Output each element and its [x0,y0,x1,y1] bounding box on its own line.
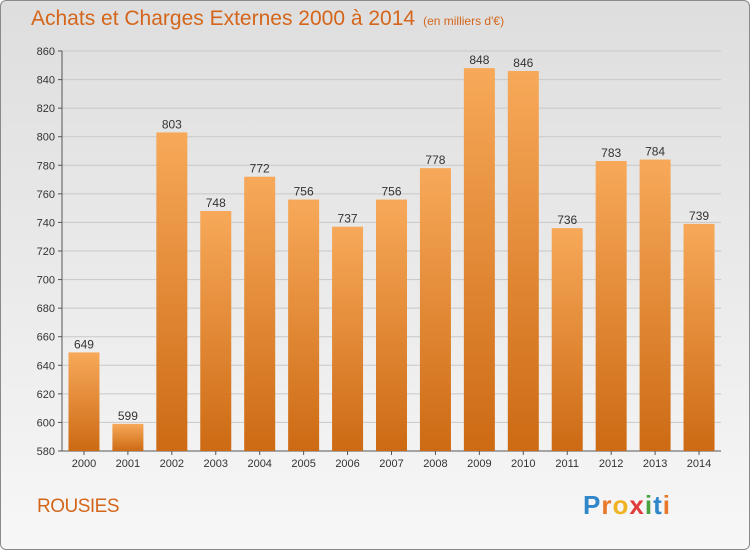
logo-letter: r [601,490,613,520]
bar-2005 [288,199,320,451]
x-tick-label: 2012 [599,458,623,470]
x-tick-label: 2004 [247,458,271,470]
chart-subtitle: (en milliers d'€) [423,14,505,28]
x-tick-labels: 2000 2001 2002 2003 2004 2005 2006 2007 2008 2009… [72,451,711,470]
data-label: 848 [469,53,489,67]
y-tick-label: 740 [37,217,55,229]
x-tick-label: 2001 [116,458,140,470]
x-tick-label: 2007 [379,458,403,470]
logo-letter: i [662,490,671,520]
y-tick-label: 640 [37,360,55,372]
x-tick-label: 2002 [160,458,184,470]
bar-2004 [244,176,276,451]
y-tick-label: 660 [37,332,55,344]
data-labels: 649 599 803 748 772 756 737 756 778 848 846 736 783 7… [74,53,709,423]
y-tick-label: 860 [37,46,55,58]
logo-letter: t [653,490,663,520]
data-label: 756 [381,185,401,199]
data-label: 803 [162,117,182,131]
bar-2000 [68,352,100,451]
bars [68,68,715,452]
bar-2014 [683,223,715,451]
logo-letter: i [644,490,654,520]
y-tick-label: 700 [37,275,55,287]
y-tick-labels: 580 600 620 640 660 680 700 720 740 760 780 800 820 8… [37,46,55,458]
x-tick-label: 2011 [555,458,579,470]
x-tick-label: 2009 [467,458,491,470]
bar-2011 [551,228,583,451]
data-label: 739 [689,209,709,223]
logo-letter: x [629,490,645,520]
location-label: ROUSIES [37,496,120,517]
data-label: 737 [338,212,358,226]
bar-2009 [463,68,495,452]
bar-2006 [332,226,364,451]
y-tick-label: 680 [37,303,55,315]
data-label: 778 [425,153,445,167]
y-tick-label: 600 [37,417,55,429]
x-tick-label: 2003 [204,458,228,470]
y-tick-label: 800 [37,132,55,144]
y-tick-label: 840 [37,75,55,87]
data-label: 783 [601,146,621,160]
y-tick-label: 820 [37,103,55,115]
x-tick-label: 2013 [643,458,667,470]
bar-2012 [595,161,627,451]
x-tick-label: 2010 [511,458,535,470]
bar-2013 [639,159,671,452]
data-label: 736 [557,213,577,227]
y-tick-label: 620 [37,389,55,401]
data-label: 649 [74,337,94,351]
data-label: 784 [645,145,665,159]
x-tick-label: 2006 [335,458,359,470]
bar-2002 [156,132,188,451]
x-tick-label: 2014 [687,458,711,470]
proxiti-logo[interactable]: Proxiti [583,490,671,521]
y-tick-label: 760 [37,189,55,201]
x-tick-label: 2000 [72,458,96,470]
logo-letter: P [583,490,602,520]
data-label: 772 [250,162,270,176]
bar-2010 [507,71,539,451]
chart-title-text: Achats et Charges Externes 2000 à 2014 [31,7,416,30]
chart-title: Achats et Charges Externes 2000 à 2014 (e… [31,7,504,31]
logo-letter: o [612,490,630,520]
bar-2003 [200,211,232,451]
bar-2008 [419,168,451,451]
x-tick-label: 2008 [423,458,447,470]
data-label: 599 [118,409,138,423]
y-tick-label: 780 [37,160,55,172]
data-label: 748 [206,196,226,210]
bar-2001 [112,423,144,451]
y-tick-label: 720 [37,246,55,258]
data-label: 756 [294,185,314,199]
y-tick-label: 580 [37,446,55,458]
data-label: 846 [513,56,533,70]
x-tick-label: 2005 [291,458,315,470]
bar-2007 [376,199,407,451]
